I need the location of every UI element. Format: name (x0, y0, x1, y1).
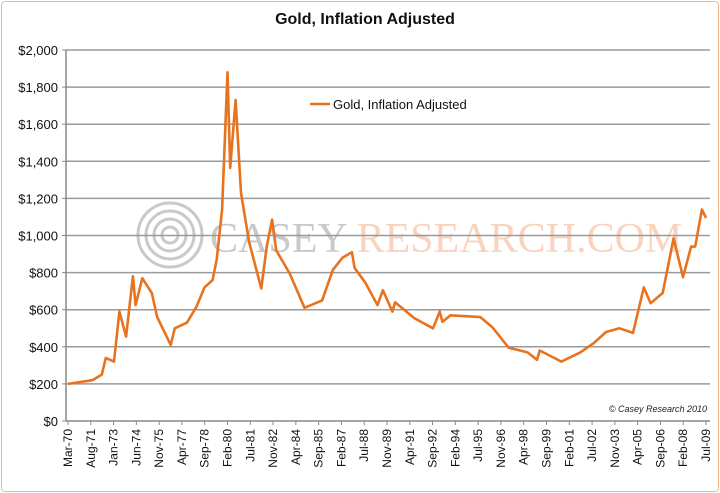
x-tick-label: Apr-77 (175, 429, 189, 465)
x-tick-label: Mar-70 (61, 429, 75, 467)
x-tick-label: Feb-80 (221, 429, 235, 467)
watermark-logo: CASEY RESEARCH.COM (136, 201, 682, 269)
x-tick-label: Aug-71 (84, 429, 98, 468)
x-tick-label: Nov-03 (608, 429, 622, 468)
x-tick-label: Feb-01 (562, 429, 576, 467)
legend: Gold, Inflation Adjusted (310, 97, 467, 112)
x-tick-label: Feb-94 (448, 429, 462, 467)
x-tick-label: Nov-96 (494, 429, 508, 468)
y-tick-label: $600 (29, 303, 58, 318)
x-tick-label: Sep-06 (653, 429, 667, 468)
x-tick-label: Sep-78 (198, 429, 212, 468)
y-tick-label: $1,400 (18, 154, 58, 169)
y-tick-label: $1,600 (18, 117, 58, 132)
y-tick-label: $200 (29, 377, 58, 392)
x-tick-label: Jun-74 (129, 429, 143, 466)
x-tick-label: Jul-88 (357, 429, 371, 462)
copyright-annotation: © Casey Research 2010 (609, 404, 707, 414)
y-tick-label: $1,800 (18, 80, 58, 95)
y-tick-label: $1,200 (18, 191, 58, 206)
x-tick-label: Apr-84 (289, 429, 303, 465)
y-tick-label: $800 (29, 266, 58, 281)
x-tick-label: Sep-92 (426, 429, 440, 468)
y-tick-label: $400 (29, 340, 58, 355)
x-tick-label: Sep-85 (312, 429, 326, 468)
x-tick-label: Sep-99 (540, 429, 554, 468)
x-tick-label: Jul-95 (471, 429, 485, 462)
x-axis-ticks: Mar-70 Aug-71 Jan-73 Jun-74 Nov-75 Apr-77 Sep-… (61, 421, 713, 468)
x-tick-label: Apr-98 (517, 429, 531, 465)
x-tick-label: Nov-89 (380, 429, 394, 468)
x-tick-label: Nov-75 (152, 429, 166, 468)
x-tick-label: Jul-02 (585, 429, 599, 462)
y-tick-label: $2,000 (18, 43, 58, 58)
x-tick-label: Jul-09 (699, 429, 713, 462)
gridlines (66, 49, 710, 385)
y-tick-label: $0 (44, 414, 58, 429)
series-line-gold (67, 71, 708, 386)
x-tick-label: Feb-87 (334, 429, 348, 467)
watermark-text: CASEY RESEARCH.COM (210, 216, 682, 262)
legend-label: Gold, Inflation Adjusted (333, 97, 467, 112)
x-tick-label: Nov-82 (266, 429, 280, 468)
y-tick-label: $1,000 (18, 229, 58, 244)
x-tick-label: Apr-91 (403, 429, 417, 465)
y-axis-ticks: $0 $200 $400 $600 $800 $1,000 $1,200 $1,400 $1,6… (18, 43, 66, 429)
x-tick-label: Apr-05 (631, 429, 645, 465)
x-tick-label: Feb-08 (676, 429, 690, 467)
chart-title: Gold, Inflation Adjusted (275, 11, 455, 28)
x-tick-label: Jan-73 (107, 429, 121, 466)
x-tick-label: Jul-81 (243, 429, 257, 462)
